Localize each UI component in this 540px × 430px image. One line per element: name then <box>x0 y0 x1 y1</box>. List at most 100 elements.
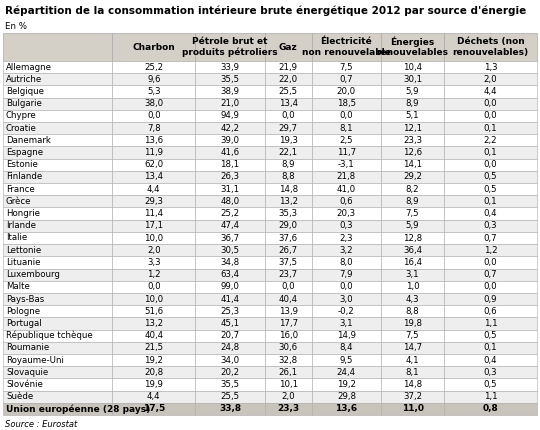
Text: 0,0: 0,0 <box>147 111 161 120</box>
Bar <box>112 86 195 98</box>
Bar <box>381 366 444 378</box>
Bar <box>3 256 112 268</box>
Bar <box>265 256 312 268</box>
Bar <box>312 403 381 415</box>
Text: 14,8: 14,8 <box>403 380 422 389</box>
Text: Gaz: Gaz <box>279 43 298 52</box>
Bar <box>112 195 195 208</box>
Bar <box>195 244 265 256</box>
Bar <box>195 342 265 354</box>
Text: Suède: Suède <box>6 392 33 401</box>
Bar <box>195 208 265 220</box>
Text: 5,9: 5,9 <box>406 221 420 230</box>
Bar <box>381 232 444 244</box>
Text: 0,3: 0,3 <box>484 221 497 230</box>
Text: Source : Eurostat: Source : Eurostat <box>5 420 77 429</box>
Text: 0,1: 0,1 <box>484 148 497 157</box>
Bar <box>265 183 312 195</box>
Bar <box>112 317 195 329</box>
Bar <box>112 366 195 378</box>
Bar <box>381 268 444 281</box>
Text: 3,0: 3,0 <box>340 295 353 304</box>
Bar <box>381 281 444 293</box>
Text: 3,1: 3,1 <box>340 319 353 328</box>
Text: 35,5: 35,5 <box>220 380 240 389</box>
Bar <box>444 268 537 281</box>
Text: 25,3: 25,3 <box>220 307 240 316</box>
Text: Déchets (non
renouvelables): Déchets (non renouvelables) <box>453 37 529 57</box>
Bar <box>195 33 265 61</box>
Bar <box>444 195 537 208</box>
Text: Roumanie: Roumanie <box>6 344 49 352</box>
Bar <box>195 73 265 86</box>
Text: 26,3: 26,3 <box>220 172 240 181</box>
Bar <box>381 220 444 232</box>
Bar <box>444 98 537 110</box>
Bar <box>312 342 381 354</box>
Text: 0,0: 0,0 <box>484 160 497 169</box>
Bar <box>312 281 381 293</box>
Text: 14,1: 14,1 <box>403 160 422 169</box>
Text: Malte: Malte <box>6 283 30 292</box>
Bar <box>444 220 537 232</box>
Text: 4,4: 4,4 <box>147 184 161 194</box>
Text: 29,0: 29,0 <box>279 221 298 230</box>
Bar <box>444 208 537 220</box>
Text: 3,3: 3,3 <box>147 258 161 267</box>
Bar <box>444 366 537 378</box>
Bar <box>444 134 537 147</box>
Bar <box>112 183 195 195</box>
Bar <box>312 390 381 403</box>
Text: 14,9: 14,9 <box>337 331 356 340</box>
Text: 51,6: 51,6 <box>144 307 164 316</box>
Bar <box>3 134 112 147</box>
Text: 0,5: 0,5 <box>484 380 497 389</box>
Text: 0,4: 0,4 <box>484 209 497 218</box>
Bar <box>3 110 112 122</box>
Text: 1,2: 1,2 <box>484 246 497 255</box>
Text: Lituanie: Lituanie <box>6 258 40 267</box>
Bar <box>312 268 381 281</box>
Text: 2,5: 2,5 <box>340 136 353 145</box>
Bar <box>381 61 444 73</box>
Text: 8,4: 8,4 <box>340 344 353 352</box>
Text: 37,2: 37,2 <box>403 392 422 401</box>
Bar <box>195 195 265 208</box>
Text: Finlande: Finlande <box>6 172 42 181</box>
Text: 13,2: 13,2 <box>279 197 298 206</box>
Text: 8,9: 8,9 <box>406 99 420 108</box>
Text: 29,7: 29,7 <box>279 124 298 132</box>
Bar <box>195 378 265 390</box>
Bar <box>195 305 265 317</box>
Text: 62,0: 62,0 <box>144 160 164 169</box>
Text: 24,8: 24,8 <box>220 344 240 352</box>
Bar <box>195 183 265 195</box>
Text: 14,8: 14,8 <box>279 184 298 194</box>
Text: 32,8: 32,8 <box>279 356 298 365</box>
Bar <box>112 159 195 171</box>
Bar <box>444 61 537 73</box>
Text: 0,0: 0,0 <box>340 111 353 120</box>
Bar <box>265 110 312 122</box>
Text: République tchèque: République tchèque <box>6 331 93 341</box>
Bar <box>312 86 381 98</box>
Text: 2,2: 2,2 <box>484 136 497 145</box>
Text: 2,0: 2,0 <box>147 246 161 255</box>
Text: Bulgarie: Bulgarie <box>6 99 42 108</box>
Bar <box>381 329 444 342</box>
Bar <box>112 329 195 342</box>
Bar <box>195 134 265 147</box>
Bar <box>195 366 265 378</box>
Text: 35,5: 35,5 <box>220 75 240 84</box>
Text: 8,2: 8,2 <box>406 184 420 194</box>
Text: 29,8: 29,8 <box>337 392 356 401</box>
Text: 0,1: 0,1 <box>484 197 497 206</box>
Bar <box>312 366 381 378</box>
Text: 10,4: 10,4 <box>403 63 422 72</box>
Text: 99,0: 99,0 <box>220 283 239 292</box>
Bar <box>112 256 195 268</box>
Bar <box>265 281 312 293</box>
Text: 25,2: 25,2 <box>144 63 164 72</box>
Text: 25,5: 25,5 <box>279 87 298 96</box>
Text: Grèce: Grèce <box>6 197 31 206</box>
